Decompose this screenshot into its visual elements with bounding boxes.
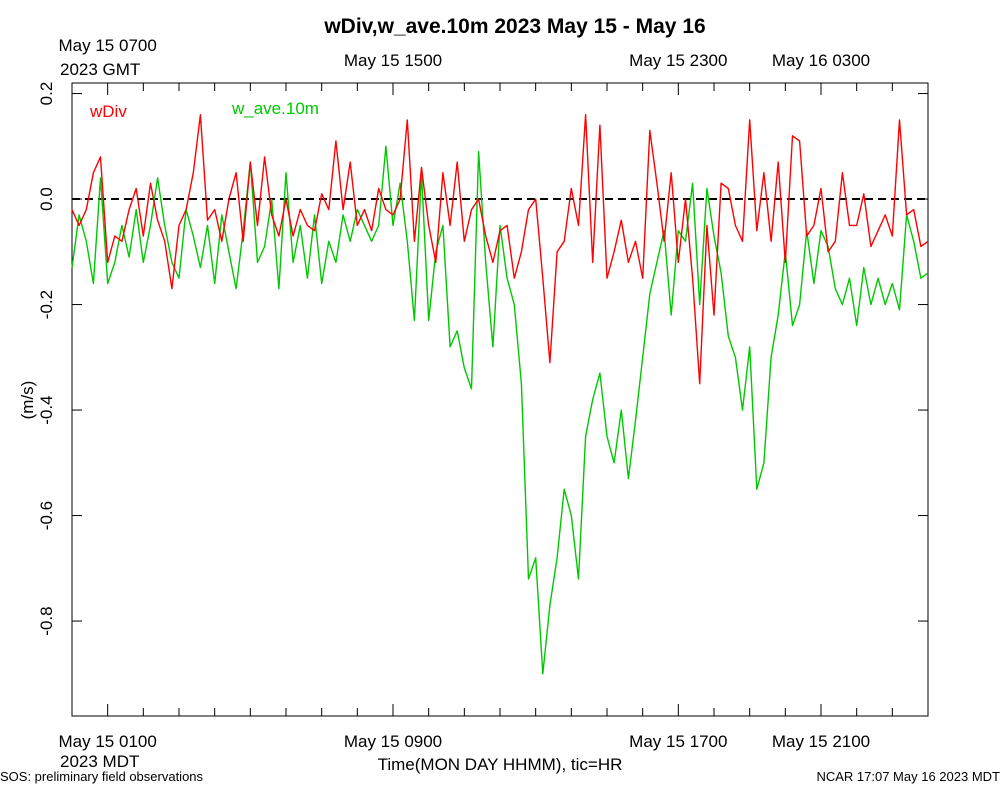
chart-title: wDiv,w_ave.10m 2023 May 15 - May 16 xyxy=(323,15,705,38)
top-timezone-label: 2023 GMT xyxy=(60,60,140,79)
x-tick-label-top: May 16 0300 xyxy=(772,51,870,70)
x-axis-label: Time(MON DAY HHMM), tic=HR xyxy=(378,755,623,774)
legend-w-ave-10m: w_ave.10m xyxy=(231,99,319,118)
series-line-wdiv xyxy=(71,113,929,385)
y-axis-label: (m/s) xyxy=(18,381,37,420)
legend-wdiv: wDiv xyxy=(89,102,127,121)
y-tick-label: -0.2 xyxy=(37,290,56,319)
x-axis-ticks: May 15 0100 May 15 0900 May 15 1700 May 15 … xyxy=(59,36,893,751)
y-tick-label: -0.6 xyxy=(37,501,56,530)
y-axis-ticks: 0.2 0.0 -0.2 -0.4 -0.6 -0.8 xyxy=(37,82,928,636)
x-tick-label-bottom: May 15 2100 xyxy=(772,732,870,751)
bottom-timezone-label: 2023 MDT xyxy=(60,752,139,771)
x-tick-label-bottom: May 15 0900 xyxy=(344,732,442,751)
plot-frame xyxy=(71,82,929,717)
x-tick-label-top: May 15 0700 xyxy=(59,36,157,55)
series-layer xyxy=(71,113,929,675)
y-tick-label: -0.8 xyxy=(37,606,56,635)
x-tick-label-bottom: May 15 1700 xyxy=(629,732,727,751)
y-tick-label: 0.2 xyxy=(37,82,56,106)
series-line-w-ave-10m xyxy=(71,145,929,675)
x-tick-label-bottom: May 15 0100 xyxy=(59,732,157,751)
x-tick-label-top: May 15 1500 xyxy=(344,51,442,70)
x-tick-label-top: May 15 2300 xyxy=(629,51,727,70)
footer-left: SOS: preliminary field observations xyxy=(0,769,204,784)
footer-right: NCAR 17:07 May 16 2023 MDT xyxy=(816,769,1000,784)
y-tick-label: -0.4 xyxy=(37,395,56,424)
y-tick-label: 0.0 xyxy=(37,187,56,211)
